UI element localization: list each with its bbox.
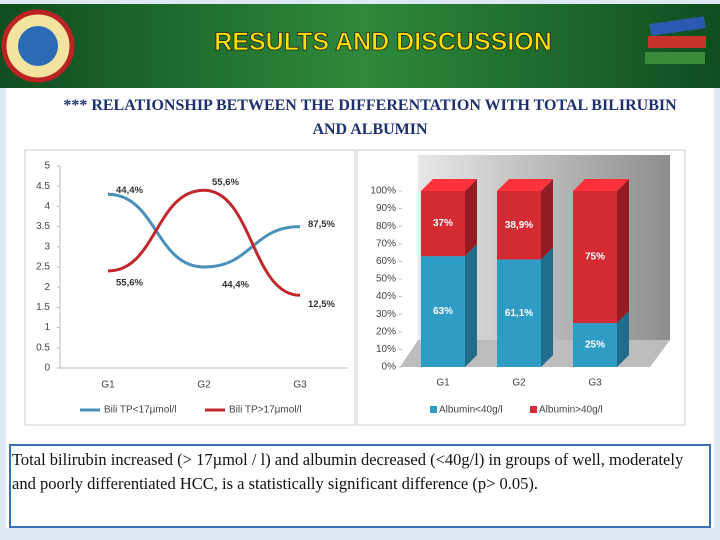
book-icon: [645, 52, 705, 64]
point-label: 55,6%: [212, 177, 239, 188]
y-tick-label: 90%: [376, 203, 396, 214]
y-tick-label: 1.5: [36, 302, 50, 313]
bar-top: [497, 179, 553, 191]
bar-top: [421, 179, 477, 191]
bar: [421, 256, 465, 367]
x-tick-label: G2: [197, 380, 211, 391]
point-label: 44,4%: [116, 185, 143, 196]
y-tick-label: 3: [44, 241, 50, 252]
y-tick-label: 3.5: [36, 221, 50, 232]
logo-center: [18, 26, 58, 66]
y-tick-label: 50%: [376, 274, 396, 285]
bar: [497, 191, 541, 260]
caption: Total bilirubin increased (> 17µmol / l)…: [12, 450, 684, 493]
y-tick-label: 4.5: [36, 181, 50, 192]
bar: [573, 323, 617, 367]
bar-side: [617, 179, 629, 323]
point-label: 12,5%: [308, 299, 335, 310]
y-tick-label: 0%: [382, 362, 397, 373]
legend-swatch: [530, 406, 537, 413]
bar: [497, 259, 541, 367]
y-tick-label: 0: [44, 363, 50, 374]
point-label: 55,6%: [116, 278, 143, 289]
y-tick-label: 30%: [376, 309, 396, 320]
slide-title: RESULTS AND DISCUSSION: [214, 28, 552, 57]
y-tick-label: 2: [44, 282, 50, 293]
book-icon: [649, 16, 706, 36]
slide-subtitle: *** RELATIONSHIP BETWEEN THE DIFFERENTAT…: [63, 97, 677, 138]
y-tick-label: 60%: [376, 256, 396, 267]
bar-value-label: 37%: [433, 218, 453, 229]
bar-value-label: 61,1%: [505, 308, 533, 319]
legend-label: Albumin<40g/l: [439, 405, 503, 416]
bar-side: [465, 244, 477, 367]
y-tick-label: 40%: [376, 291, 396, 302]
bar-value-label: 63%: [433, 306, 453, 317]
legend-swatch: [430, 406, 437, 413]
y-tick-label: 20%: [376, 326, 396, 337]
point-label: 44,4%: [222, 280, 249, 291]
point-label: 87,5%: [308, 219, 335, 230]
caption-box: [9, 444, 711, 528]
y-tick-label: 1: [44, 322, 50, 333]
y-tick-label: 5: [44, 161, 50, 172]
y-tick-label: 0.5: [36, 342, 50, 353]
book-icon: [648, 36, 706, 48]
y-tick-label: 70%: [376, 238, 396, 249]
legend-label: Bili TP>17µmol/l: [229, 405, 302, 416]
bar-value-label: 25%: [585, 340, 605, 351]
bar-top: [573, 179, 629, 191]
legend-label: Bili TP<17µmol/l: [104, 405, 177, 416]
bar-side: [541, 179, 553, 260]
chart-panel: [24, 149, 356, 426]
bar-side: [541, 247, 553, 367]
legend-label: Albumin>40g/l: [539, 405, 603, 416]
y-tick-label: 4: [44, 201, 50, 212]
x-tick-label: G3: [588, 378, 602, 389]
bar-value-label: 75%: [585, 252, 605, 263]
y-tick-label: 10%: [376, 344, 396, 355]
x-tick-label: G2: [512, 378, 526, 389]
bar: [421, 191, 465, 257]
bar-side: [617, 311, 629, 367]
bar-side: [465, 179, 477, 257]
line-series: [107, 192, 301, 269]
line-series: [107, 188, 301, 297]
bar-value-label: 38,9%: [505, 220, 533, 231]
x-tick-label: G1: [101, 380, 115, 391]
y-tick-label: 2.5: [36, 262, 50, 273]
header-band: [0, 4, 720, 88]
y-tick-label: 80%: [376, 221, 396, 232]
y-tick-label: 100%: [370, 186, 396, 197]
x-tick-label: G1: [436, 378, 450, 389]
x-tick-label: G3: [293, 380, 307, 391]
bar: [573, 191, 617, 323]
